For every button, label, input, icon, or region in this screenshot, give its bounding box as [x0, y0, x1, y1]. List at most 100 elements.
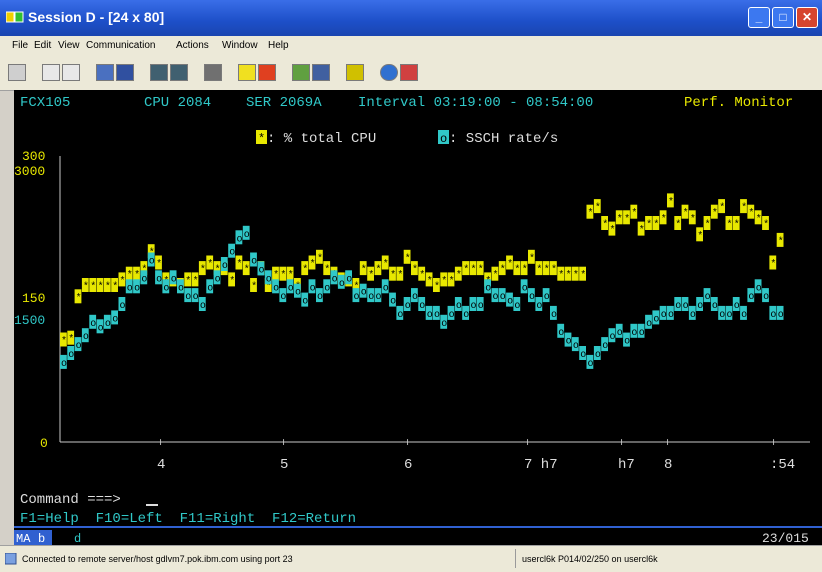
cpu-point: [155, 255, 162, 270]
ssch-point-glyph: o: [215, 274, 221, 285]
menu-bar: File Edit View Communication Actions Win…: [0, 36, 822, 56]
ssch-point-glyph: o: [251, 257, 257, 268]
ssch-point-glyph: o: [390, 297, 396, 308]
cpu-point: [586, 204, 594, 219]
ssch-point-glyph: o: [478, 301, 484, 312]
cpu-point: [125, 266, 133, 281]
ssch-point-glyph: o: [346, 274, 352, 285]
ssch-point: [557, 323, 565, 338]
close-button[interactable]: ✕: [796, 7, 818, 28]
cpu-point: [696, 227, 703, 242]
ssch-point: [272, 279, 279, 294]
ssch-point: [140, 270, 148, 285]
minimize-button[interactable]: _: [748, 7, 770, 28]
menu-edit[interactable]: Edit: [34, 40, 52, 51]
cpu-point-glyph: *: [397, 270, 403, 282]
ssch-point-glyph: o: [756, 283, 762, 294]
cpu-point: [118, 272, 126, 287]
cpu-point: [81, 278, 89, 292]
ssch-point: [454, 297, 462, 311]
ssch-point: [703, 288, 711, 303]
window-title: Session D - [24 x 80]: [28, 9, 165, 25]
ssch-point-glyph: o: [193, 292, 199, 303]
cpu-point: [710, 204, 718, 219]
receive-file-icon[interactable]: [116, 64, 134, 81]
ssch-point-glyph: o: [449, 310, 455, 321]
cpu-point: [235, 255, 243, 270]
menu-window[interactable]: Window: [222, 40, 258, 51]
x-tick-label: 8: [664, 457, 672, 473]
cpu-point: [754, 210, 762, 225]
ssch-point-glyph: o: [778, 310, 784, 321]
macro-record-icon[interactable]: [238, 64, 256, 81]
macro-play-icon[interactable]: [292, 64, 310, 81]
globe-icon[interactable]: [380, 64, 398, 81]
ssch-point: [528, 288, 535, 303]
ssch-point-glyph: o: [653, 314, 659, 325]
cpu-point: [389, 266, 396, 281]
copy-icon[interactable]: [42, 64, 60, 81]
menu-help[interactable]: Help: [268, 40, 289, 51]
cpu-point: [725, 216, 733, 230]
cpu-point-glyph: *: [551, 264, 557, 276]
command-input-cursor[interactable]: [146, 504, 158, 506]
cpu-point-glyph: *: [127, 270, 133, 282]
ssch-point: [74, 337, 82, 352]
terminal-screen[interactable]: FCX105 CPU 2084 SER 2069A Interval 03:19…: [14, 90, 822, 545]
cpu-point-glyph: *: [200, 264, 206, 276]
cpu-point: [250, 278, 257, 292]
ssch-point-glyph: o: [558, 328, 564, 339]
cpu-point: [242, 261, 250, 276]
ssch-point: [213, 270, 221, 285]
window-title-bar[interactable]: Session D - [24 x 80] _ □ ✕: [0, 0, 822, 36]
cpu-point: [198, 261, 206, 276]
ssch-point: [520, 279, 528, 294]
cpu-point-glyph: *: [741, 202, 747, 214]
ssch-point: [608, 328, 616, 343]
menu-view[interactable]: View: [58, 40, 80, 51]
ssch-point: [147, 252, 155, 267]
ssch-point: [710, 297, 718, 311]
maximize-button[interactable]: □: [772, 7, 794, 28]
cpu-point-glyph: *: [639, 225, 645, 237]
print-screen-icon[interactable]: [8, 64, 26, 81]
x-tick-mark: +: [664, 436, 671, 450]
ssch-point: [389, 292, 396, 307]
ssch-point-glyph: o: [397, 310, 403, 321]
macro-edit-icon[interactable]: [312, 64, 330, 81]
function-keys: F1=Help F10=Left F11=Right F12=Return: [20, 511, 356, 527]
oia-mode: MA: [16, 532, 31, 545]
cpu-point-glyph: *: [566, 270, 572, 282]
cpu-point-glyph: *: [324, 264, 330, 276]
ssch-point-glyph: o: [544, 292, 550, 303]
cpu-point-glyph: *: [705, 219, 711, 231]
color-palette-icon[interactable]: [400, 64, 418, 81]
cpu-point-glyph: *: [631, 208, 637, 220]
cpu-point: [89, 278, 97, 292]
clipboard-icon[interactable]: [346, 64, 364, 81]
cpu-point: [491, 266, 499, 281]
cpu-point: [323, 261, 331, 276]
keyboard-map-icon[interactable]: [204, 64, 222, 81]
paste-icon[interactable]: [62, 64, 80, 81]
ssch-point: [228, 243, 235, 258]
display-icon[interactable]: [150, 64, 168, 81]
cpu-point-glyph: *: [120, 275, 126, 287]
ssch-point-glyph: o: [259, 265, 265, 276]
menu-file[interactable]: File: [12, 40, 29, 51]
ssch-point-glyph: o: [610, 332, 616, 343]
menu-actions[interactable]: Actions: [176, 40, 209, 51]
ssch-point: [96, 319, 104, 334]
send-file-icon[interactable]: [96, 64, 114, 81]
ssch-point: [250, 252, 257, 267]
ssch-point-glyph: o: [631, 328, 637, 339]
cpu-point: [308, 255, 316, 270]
cpu-point: [762, 216, 769, 230]
cpu-point: [615, 210, 623, 225]
menu-communication[interactable]: Communication: [86, 40, 156, 51]
display-setup-icon[interactable]: [170, 64, 188, 81]
cpu-point-glyph: *: [463, 264, 469, 276]
cpu-point: [593, 199, 601, 214]
ssch-point-glyph: o: [200, 301, 206, 312]
macro-stop-icon[interactable]: [258, 64, 276, 81]
